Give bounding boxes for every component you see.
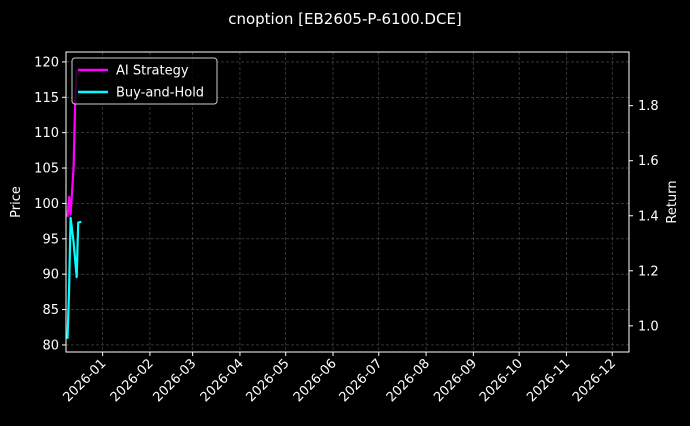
x-tick-label: 2026-03: [150, 356, 199, 405]
series-lines: [66, 69, 82, 339]
plot-frame: [65, 51, 630, 353]
y-tick-label: 80: [42, 338, 59, 353]
y-tick-label: 100: [34, 197, 59, 212]
x-tick-label: 2026-10: [477, 356, 526, 405]
x-tick-label: 2026-04: [198, 356, 247, 405]
legend-label-buy-and-hold: Buy-and-Hold: [116, 86, 204, 101]
y2-tick-label: 1.0: [638, 319, 659, 334]
y2-tick-label: 1.2: [638, 264, 659, 279]
x-tick-label: 2026-12: [570, 356, 619, 405]
axes: 2026-012026-022026-032026-042026-052026-…: [34, 55, 659, 405]
y2-axis-label: Return: [665, 180, 680, 223]
x-tick-label: 2026-01: [60, 356, 109, 405]
x-tick-label: 2026-09: [431, 356, 480, 405]
series-line-buy-and-hold: [66, 216, 82, 339]
x-tick-label: 2026-02: [108, 356, 157, 405]
y2-tick-label: 1.6: [638, 154, 659, 169]
legend-label-ai-strategy: AI Strategy: [116, 64, 189, 79]
x-tick-label: 2026-08: [384, 356, 433, 405]
y-tick-label: 110: [34, 126, 59, 141]
y-tick-label: 95: [42, 232, 59, 247]
x-tick-label: 2026-11: [524, 356, 573, 405]
y-tick-label: 105: [34, 162, 59, 177]
x-tick-label: 2026-06: [291, 356, 340, 405]
y-tick-label: 85: [42, 303, 59, 318]
legend: AI Strategy Buy-and-Hold: [71, 57, 218, 105]
y2-tick-label: 1.8: [638, 99, 659, 114]
y-tick-label: 115: [34, 91, 59, 106]
y-tick-label: 90: [42, 268, 59, 283]
y2-tick-label: 1.4: [638, 209, 659, 224]
grid: [66, 52, 629, 352]
x-tick-label: 2026-07: [337, 356, 386, 405]
y-axis-label: Price: [9, 186, 24, 218]
x-tick-label: 2026-05: [244, 356, 293, 405]
y-tick-label: 120: [34, 55, 59, 70]
legend-box: [71, 57, 218, 105]
chart-title: cnoption [EB2605-P-6100.DCE]: [228, 10, 462, 28]
